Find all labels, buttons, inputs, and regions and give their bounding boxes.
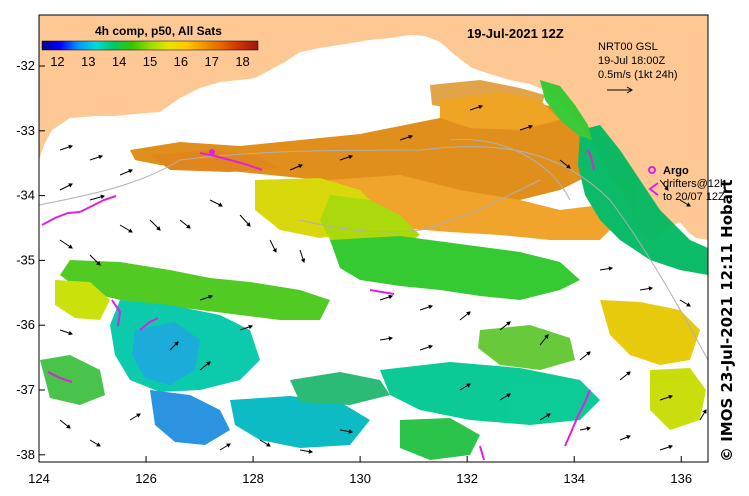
land-australia	[39, 15, 708, 242]
current-arrowhead	[668, 444, 673, 450]
current-arrowhead	[546, 413, 551, 418]
current-arrowhead	[626, 435, 631, 440]
colorbar-tick-label: 18	[235, 54, 249, 69]
current-arrowhead	[208, 294, 213, 300]
current-arrowhead	[100, 194, 106, 200]
current-arrowhead	[272, 248, 277, 253]
y-tick-label: -34	[16, 188, 35, 203]
current-arrowhead	[298, 164, 303, 169]
drifter-legend-line2: to 20/07 12Z	[663, 191, 725, 203]
current-arrowhead	[408, 134, 413, 140]
current-arrowhead	[348, 429, 354, 434]
x-tick-label: 126	[135, 471, 157, 486]
current-arrowhead	[66, 424, 71, 429]
current-arrowhead	[428, 304, 433, 310]
current-model: NRT00 GSL	[598, 41, 658, 53]
scale-arrow	[607, 86, 633, 94]
current-arrowhead	[466, 311, 471, 316]
current-arrowhead	[246, 222, 251, 227]
colorbar	[41, 40, 259, 51]
current-arrowhead	[702, 409, 707, 414]
current-arrowhead	[186, 224, 191, 229]
product-title: 4h comp, p50, All Sats	[95, 24, 222, 38]
argo-float	[209, 149, 215, 155]
colorbar-tick-label: 17	[204, 54, 218, 69]
current-arrowhead	[648, 286, 654, 291]
x-tick-label: 124	[28, 471, 50, 486]
current-arrowhead	[528, 124, 533, 130]
y-tick-label: -37	[16, 382, 35, 397]
y-axis: -32 -33 -34 -35 -36 -37 -38	[16, 58, 45, 462]
current-arrowhead	[506, 321, 511, 326]
current-arrowhead	[428, 344, 433, 350]
current-arrowhead	[466, 383, 471, 388]
current-vectors	[59, 104, 707, 454]
y-tick-label: -32	[16, 58, 35, 73]
current-arrowhead	[68, 144, 73, 150]
argo-legend-label: Argo	[663, 165, 689, 177]
current-arrowhead	[248, 324, 253, 330]
current-arrowhead	[478, 104, 483, 110]
drifter-legend-line1: drifters@12h	[663, 178, 726, 190]
argo-legend-symbol	[648, 166, 656, 174]
x-tick-label: 136	[670, 471, 692, 486]
current-arrowhead	[156, 226, 161, 231]
current-arrowhead	[206, 361, 211, 366]
current-arrowhead	[128, 169, 133, 174]
current-arrowhead	[626, 371, 631, 376]
colorbar-tick-label: 12	[50, 54, 64, 69]
current-arrowhead	[68, 244, 73, 249]
current-arrowhead	[664, 186, 669, 191]
x-tick-label: 134	[563, 471, 585, 486]
colorbar-tick-label: 16	[174, 54, 188, 69]
bathymetry-contours	[39, 138, 708, 361]
current-arrowhead	[586, 426, 592, 431]
colorbar-tick-label: 13	[81, 54, 95, 69]
x-tick-label: 128	[242, 471, 264, 486]
current-time: 19-Jul 18:00Z	[598, 55, 666, 67]
current-arrowhead	[98, 154, 103, 160]
current-arrowhead	[506, 393, 511, 398]
y-tick-label: -33	[16, 123, 35, 138]
current-arrowhead	[686, 202, 691, 207]
current-arrowhead	[544, 334, 549, 339]
current-arrowhead	[174, 341, 179, 346]
colorbar-tick-label: 15	[143, 54, 157, 69]
current-arrowhead	[388, 294, 393, 300]
current-arrowhead	[388, 336, 394, 341]
y-tick-label: -35	[16, 252, 35, 267]
x-tick-label: 132	[456, 471, 478, 486]
plot-frame	[38, 14, 709, 463]
y-tick-label: -38	[16, 447, 35, 462]
current-arrowhead	[608, 266, 614, 271]
drifter-tracks	[41, 149, 595, 461]
x-tick-label: 130	[349, 471, 371, 486]
current-arrowhead	[300, 258, 306, 263]
current-arrowhead	[566, 164, 571, 169]
current-arrowhead	[586, 351, 591, 356]
current-arrowhead	[136, 413, 141, 418]
current-arrowhead	[266, 442, 271, 447]
colorbar-ticks: 12 13 14 15 16 17 18	[50, 54, 250, 69]
current-arrowhead	[68, 330, 73, 336]
copyright-credit: © IMOS 23-Jul-2021 12:11 Hobart	[718, 179, 736, 462]
current-arrowhead	[348, 154, 353, 160]
colorbar-tick-label: 14	[112, 54, 126, 69]
map-date: 19-Jul-2021 12Z	[467, 26, 564, 41]
current-arrowhead	[668, 394, 673, 400]
current-arrowhead	[96, 261, 101, 266]
y-tick-label: -36	[16, 317, 35, 332]
current-arrowhead	[686, 302, 691, 307]
x-axis: 124 126 128 130 132 134 136	[28, 456, 692, 486]
drifter-legend-symbol	[648, 182, 659, 196]
current-arrowhead	[226, 443, 231, 448]
current-arrowhead	[308, 449, 314, 454]
current-arrowhead	[218, 202, 223, 207]
current-arrowhead	[96, 442, 101, 447]
current-scale: 0.5m/s (1kt 24h)	[598, 69, 677, 81]
current-arrowhead	[68, 183, 73, 188]
current-arrowhead	[128, 228, 133, 233]
